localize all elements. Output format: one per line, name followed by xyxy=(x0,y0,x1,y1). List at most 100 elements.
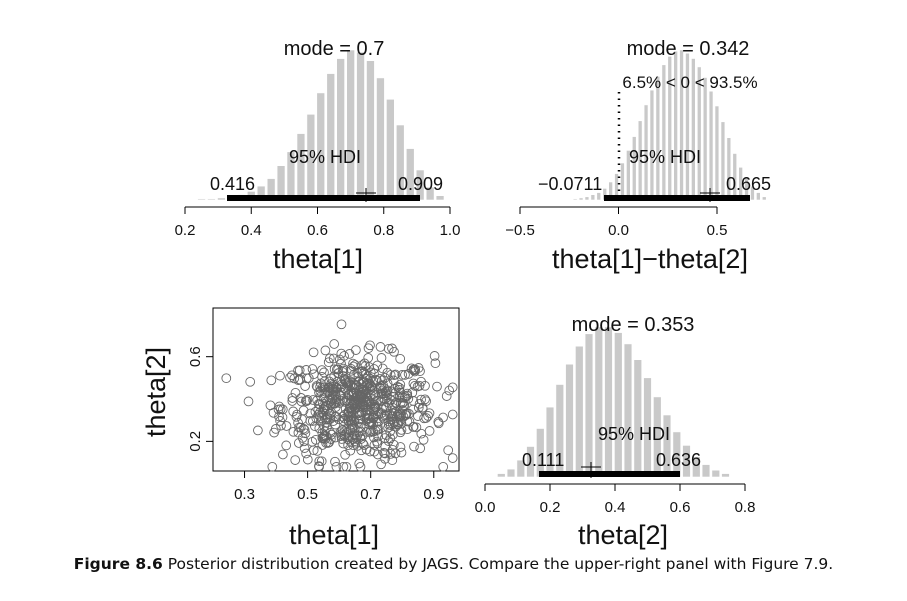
scatter-point xyxy=(293,438,304,448)
caption-text: Posterior distribution created by JAGS. … xyxy=(162,555,834,573)
scatter-point xyxy=(281,440,292,451)
scatter-point xyxy=(352,367,363,378)
x-axis-label: theta[1]−theta[2] xyxy=(552,244,748,274)
scatter-point xyxy=(314,456,325,467)
scatter-point xyxy=(320,345,331,356)
scatter-point xyxy=(433,418,444,429)
scatter-point xyxy=(307,364,318,374)
mode-label: mode = 0.342 xyxy=(627,38,750,60)
histogram-bar xyxy=(336,58,345,201)
x-axis-ticks: 0.2 0.4 0.6 0.8 1.0 xyxy=(175,207,460,239)
histogram-bar xyxy=(761,196,767,201)
scatter-point xyxy=(375,342,386,352)
histogram-bar xyxy=(584,333,594,478)
scatter-point xyxy=(326,429,337,440)
hdi-low-label: 0.111 xyxy=(522,450,564,470)
scatter-point xyxy=(438,461,449,472)
scatter-point xyxy=(288,426,299,437)
scatter-point xyxy=(419,413,429,424)
hdi-low-label: 0.416 xyxy=(210,174,255,194)
scatter-point xyxy=(413,411,423,421)
scatter-point xyxy=(385,370,396,380)
scatter-point xyxy=(413,363,424,373)
scatter-point xyxy=(324,353,335,364)
histogram-bar xyxy=(584,196,590,201)
scatter-point xyxy=(389,346,399,357)
scatter-point xyxy=(281,421,292,431)
scatter-point xyxy=(343,377,354,388)
scatter-point xyxy=(444,385,455,396)
scatter-point xyxy=(346,420,357,430)
scatter-point xyxy=(330,456,340,467)
scatter-point xyxy=(383,416,394,427)
histogram-bar xyxy=(702,77,708,201)
scatter-point xyxy=(307,416,318,426)
scatter-point xyxy=(315,386,326,396)
histogram-bar xyxy=(386,99,395,201)
scatter-point xyxy=(253,425,263,436)
x-tick-label: 0.7 xyxy=(360,486,381,503)
scatter-point xyxy=(358,402,368,413)
scatter-point xyxy=(415,443,426,454)
y-tick-label: 0.2 xyxy=(187,431,204,452)
scatter-point xyxy=(299,436,309,447)
scatter-point xyxy=(287,370,297,381)
scatter-point xyxy=(395,442,406,452)
scatter-point xyxy=(338,438,349,449)
theta2-histogram-panel: 0.0 0.2 0.4 0.6 0.8 mode = 0.353 95% HDI 0.1… xyxy=(475,314,756,550)
scatter-point xyxy=(392,381,403,392)
y-tick-label: 0.6 xyxy=(187,346,204,367)
scatter-point xyxy=(311,381,322,391)
scatter-point xyxy=(379,448,389,458)
histogram-bar xyxy=(714,105,720,201)
scatter-point xyxy=(372,449,383,460)
scatter-point xyxy=(389,370,400,381)
scatter-point xyxy=(387,455,398,466)
scatter-point xyxy=(406,363,417,374)
histogram-bar xyxy=(756,192,761,201)
scatter-point xyxy=(402,424,413,435)
histogram-bar xyxy=(711,469,721,478)
scatter-point xyxy=(343,440,353,451)
x-axis-label: theta[1] xyxy=(289,520,379,550)
x-tick-label: 0.6 xyxy=(670,499,691,516)
scatter-point xyxy=(388,429,398,440)
scatter-point xyxy=(311,413,322,424)
scatter-point xyxy=(334,354,345,365)
scatter-point xyxy=(382,367,393,378)
histogram-bar xyxy=(701,464,711,478)
diff-histogram-panel: −0.5 0.0 0.5 mode = 0.342 6.5% < 0 < 93.5%… xyxy=(505,38,771,274)
scatter-point xyxy=(363,343,374,354)
scatter-point xyxy=(390,398,401,408)
x-tick-label: 0.4 xyxy=(605,499,626,516)
x-tick-label: 0.9 xyxy=(423,486,444,503)
scatter-point xyxy=(331,461,342,472)
histogram-bar xyxy=(376,77,385,201)
scatter-point xyxy=(336,358,346,369)
scatter-point xyxy=(299,443,310,453)
theta1-histogram-panel: 0.2 0.4 0.6 0.8 1.0 mode = 0.7 95% HDI 0.416… xyxy=(175,38,461,274)
scatter-point xyxy=(297,414,307,425)
scatter-point xyxy=(331,382,342,393)
scatter-point xyxy=(395,353,406,364)
scatter-point xyxy=(385,426,395,437)
scatter-point xyxy=(293,418,303,428)
scatter-point xyxy=(376,353,387,363)
x-tick-label: 0.5 xyxy=(297,486,318,503)
scatter-point xyxy=(325,414,336,424)
scatter-point xyxy=(388,417,399,427)
scatter-point xyxy=(317,371,327,382)
histogram-bar xyxy=(497,473,506,478)
scatter-point xyxy=(396,418,407,429)
scatter-point xyxy=(355,422,366,432)
mode-label: mode = 0.7 xyxy=(284,38,385,60)
histogram-bar xyxy=(633,359,643,478)
scatter-point xyxy=(361,405,372,416)
scatter-point xyxy=(314,423,325,434)
scatter-point xyxy=(359,367,370,378)
scatter-point xyxy=(348,358,358,369)
x-axis-ticks: 0.3 0.5 0.7 0.9 xyxy=(234,471,444,503)
histogram-bar xyxy=(356,51,365,201)
scatter-point xyxy=(316,456,327,467)
scatter-point xyxy=(368,419,379,430)
